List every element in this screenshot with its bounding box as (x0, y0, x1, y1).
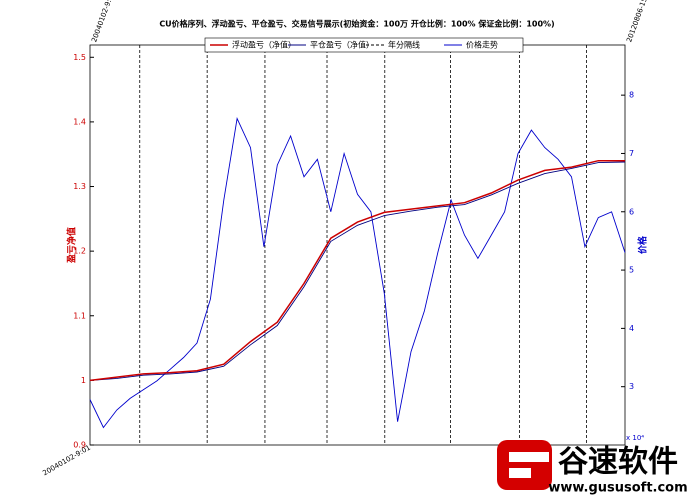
y2-label: 价格 (637, 235, 649, 254)
logo (497, 440, 552, 490)
y2-tick-label: 5 (629, 266, 634, 275)
y-tick-label: 1.2 (73, 247, 86, 256)
y2-tick-label: 7 (629, 149, 634, 158)
legend-label: 年分隔线 (388, 40, 420, 50)
y-label: 盈亏净值 (66, 227, 78, 264)
plot-area (89, 44, 626, 446)
y-tick-label: 1 (81, 376, 86, 385)
legend-label: 浮动盈亏（净值） (232, 40, 296, 50)
watermark: 谷速软件 www.gususoft.com (497, 440, 688, 496)
legend-label: 平仓盈亏（净值） (310, 40, 374, 50)
legend: 浮动盈亏（净值） 平仓盈亏（净值） 年分隔线 价格走势 (204, 37, 524, 53)
y-tick-label: 1.4 (73, 117, 86, 126)
y2-tick-label: 6 (629, 207, 634, 216)
x-end-label: 20120806-15:00 (625, 0, 652, 43)
y2-tick-label: 3 (629, 382, 634, 391)
chart-title: CU价格序列、浮动盈亏、平仓盈亏、交易信号展示(初始资金：100万 开仓比例：1… (159, 19, 554, 29)
brand: 谷速软件 (558, 445, 678, 480)
series-line (89, 116, 626, 429)
y2-exponent: x 10⁴ (626, 434, 644, 442)
y-tick-label: 0.9 (73, 441, 86, 450)
x-start-label-top: 20040102-9:01 (90, 0, 116, 43)
y-tick-label: 1.5 (73, 53, 86, 62)
y2-tick-label: 4 (629, 324, 634, 333)
logo-cut (509, 452, 549, 462)
legend-box (204, 37, 524, 53)
logo-cut (509, 468, 531, 478)
y2-tick-label: 8 (629, 91, 634, 100)
series-line (89, 161, 626, 381)
y-tick-label: 1.1 (73, 311, 86, 320)
brand-url: www.gususoft.com (548, 481, 687, 496)
series-line (89, 159, 625, 382)
y-tick-label: 1.3 (73, 182, 86, 191)
legend-label: 价格走势 (466, 40, 498, 50)
